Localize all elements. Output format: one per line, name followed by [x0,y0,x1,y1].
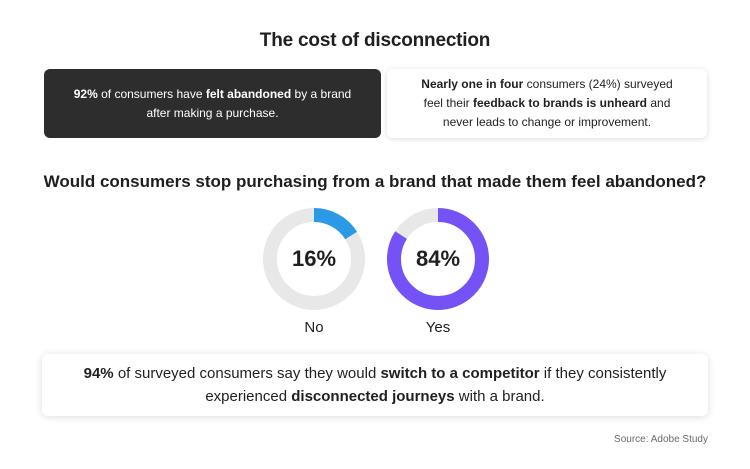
feedback-stat-card: Nearly one in four consumers (24%) surve… [387,69,707,138]
stat-text: after making a purchase. [146,105,279,120]
donut-value-no: 16% [291,246,337,271]
donut-label-no: No [304,319,324,336]
stat-text: of consumers have [97,86,206,101]
stat-highlight: disconnected journeys [291,388,455,405]
competitor-stat-card: 94% of surveyed consumers say they would… [42,354,708,416]
stat-text: and [647,96,671,110]
donut-value-yes: 84% [415,246,461,271]
stat-highlight: felt abandoned [205,86,292,101]
stat-text: with a brand. [454,388,545,405]
donut-yes-svg [387,208,489,310]
donut-no: 16% [262,207,366,311]
stat-value: 92% [73,86,98,101]
stat-text: experienced [205,388,292,405]
donut-no-svg [263,208,365,310]
stat-highlight: Nearly one in four [421,77,524,91]
stat-text: of surveyed consumers say they would [113,365,381,382]
stat-highlight: switch to a competitor [380,365,540,382]
abandoned-stat-card: 92% of consumers have felt abandoned by … [44,69,381,138]
stat-text: consumers (24%) surveyed [523,77,673,91]
source-note: Source: Adobe Study [614,434,708,445]
stat-text: by a brand [291,86,352,101]
page-title: The cost of disconnection [259,30,491,51]
stat-highlight: feedback to brands is unheard [472,96,648,110]
donut-arc-no [263,208,365,310]
chart-question: Would consumers stop purchasing from a b… [43,172,707,191]
stat-text: if they consistently [539,365,667,382]
stat-text: never leads to change or improvement. [442,115,652,129]
donut-arc-yes [387,208,489,310]
stat-text: feel their [423,96,473,110]
donut-yes: 84% [386,207,490,311]
stat-value: 94% [83,365,114,382]
donut-label-yes: Yes [425,319,451,336]
